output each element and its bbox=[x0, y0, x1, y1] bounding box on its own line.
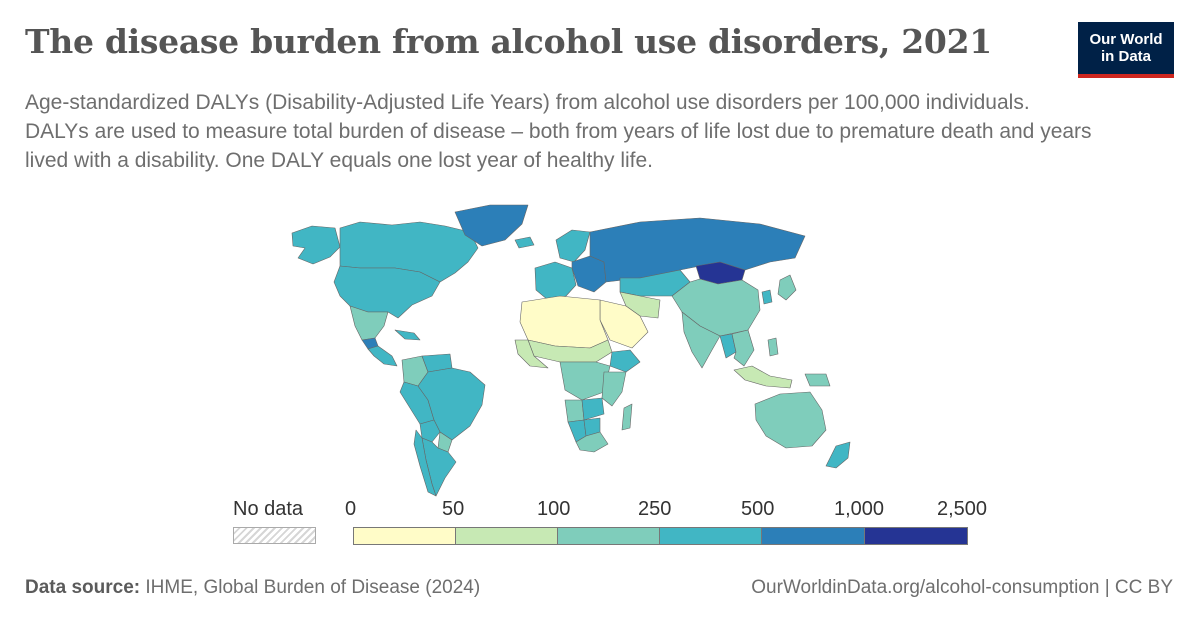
map-region-bolivia[interactable] bbox=[419, 419, 441, 443]
map-region-greenland[interactable] bbox=[454, 204, 529, 247]
map-region-philippines[interactable] bbox=[767, 337, 779, 357]
map-region-mexico[interactable] bbox=[349, 305, 389, 341]
map-region-japan[interactable] bbox=[777, 274, 797, 301]
map-region-iceland[interactable] bbox=[514, 236, 535, 249]
map-region-scandinavia[interactable] bbox=[555, 229, 591, 263]
data-source: Data source: IHME, Global Burden of Dise… bbox=[25, 577, 480, 599]
data-source-label: Data source: bbox=[25, 577, 141, 598]
map-region-alaska[interactable] bbox=[291, 225, 341, 265]
map-region-australia[interactable] bbox=[754, 391, 827, 449]
map-region-chile[interactable] bbox=[413, 429, 437, 497]
map-region-new-zealand[interactable] bbox=[825, 441, 851, 469]
map-region-papua-new-guinea[interactable] bbox=[804, 373, 831, 387]
map-region-angola[interactable] bbox=[564, 399, 585, 423]
map-region-north-africa[interactable] bbox=[519, 295, 609, 349]
chart-subtitle: Age-standardized DALYs (Disability-Adjus… bbox=[25, 88, 1135, 175]
map-region-southeast-asia[interactable] bbox=[731, 329, 755, 367]
map-region-arabian-peninsula[interactable] bbox=[599, 299, 649, 349]
map-region-russia[interactable] bbox=[589, 217, 806, 283]
map-region-madagascar[interactable] bbox=[621, 403, 633, 431]
logo-accent-stripe bbox=[1078, 74, 1174, 78]
map-region-indonesia[interactable] bbox=[733, 365, 793, 389]
chart-title: The disease burden from alcohol use diso… bbox=[25, 22, 992, 61]
map-region-central-america[interactable] bbox=[367, 345, 398, 367]
map-region-korea[interactable] bbox=[761, 289, 773, 305]
map-region-ethiopia[interactable] bbox=[609, 349, 641, 373]
map-region-south-africa[interactable] bbox=[575, 431, 609, 453]
logo-line-1: Our World bbox=[1089, 31, 1163, 48]
map-region-east-africa[interactable] bbox=[601, 371, 627, 407]
map-region-caribbean[interactable] bbox=[394, 329, 421, 341]
map-region-zambia[interactable] bbox=[581, 397, 605, 421]
owid-logo[interactable]: Our World in Data bbox=[1078, 22, 1174, 78]
map-region-eastern-europe[interactable] bbox=[571, 255, 607, 293]
logo-line-2: in Data bbox=[1100, 48, 1151, 65]
map-region-brazil[interactable] bbox=[417, 367, 486, 441]
map-region-west-africa[interactable] bbox=[514, 339, 549, 369]
subtitle-line-1: Age-standardized DALYs (Disability-Adjus… bbox=[25, 91, 1030, 114]
source-url[interactable]: OurWorldinData.org/alcohol-consumption |… bbox=[751, 577, 1173, 598]
data-source-text[interactable]: IHME, Global Burden of Disease (2024) bbox=[145, 577, 481, 598]
map-region-western-europe[interactable] bbox=[534, 261, 577, 301]
map-region-united-states[interactable] bbox=[333, 265, 441, 319]
map-region-india[interactable] bbox=[681, 311, 721, 369]
subtitle-line-2: DALYs are used to measure total burden o… bbox=[25, 120, 1092, 172]
